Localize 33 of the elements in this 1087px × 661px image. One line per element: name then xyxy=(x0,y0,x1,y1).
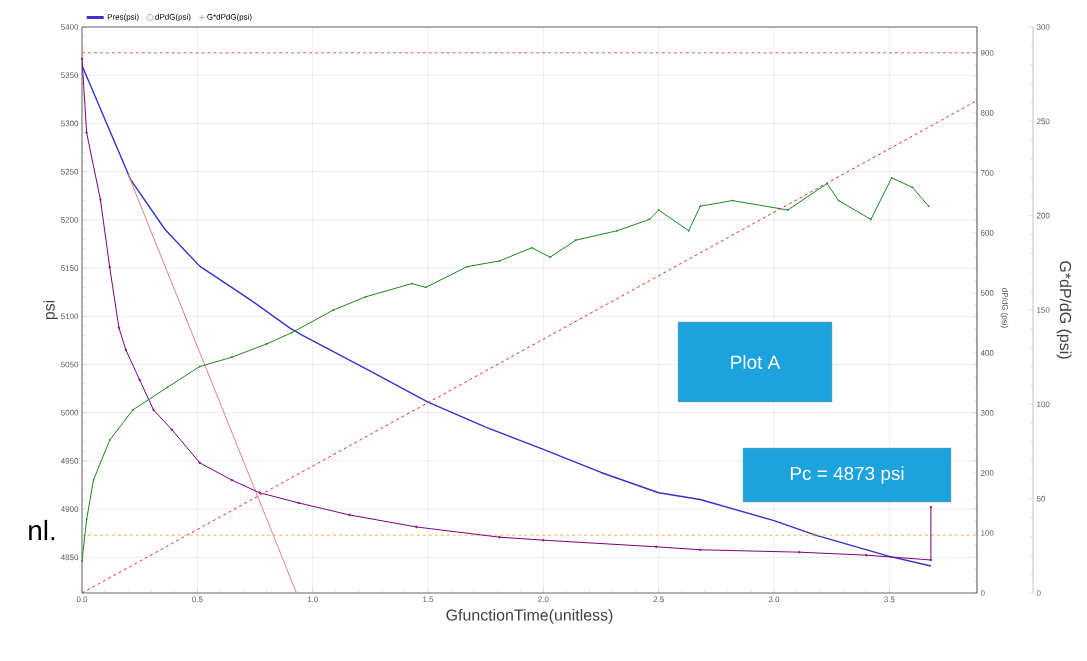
point xyxy=(415,525,418,529)
point xyxy=(117,326,121,329)
x-axis-title: GfunctionTime(unitless) xyxy=(446,609,613,624)
point xyxy=(548,255,552,259)
point xyxy=(131,408,135,412)
point xyxy=(138,378,141,382)
point xyxy=(498,535,501,539)
annotation: Pc = 4873 psi xyxy=(790,466,904,484)
annotation: Plot A xyxy=(731,355,781,369)
y3-axis-title: G*dP/dG (psi) xyxy=(1056,261,1072,359)
point xyxy=(99,198,102,202)
y-axis-title: psi xyxy=(43,300,58,320)
point xyxy=(108,265,111,269)
point xyxy=(655,545,658,549)
point xyxy=(615,229,619,233)
text: nl. xyxy=(29,519,55,541)
point xyxy=(530,246,534,250)
point xyxy=(198,461,201,465)
point xyxy=(80,559,84,563)
point xyxy=(80,57,84,61)
point xyxy=(230,355,234,359)
point xyxy=(258,491,261,495)
point xyxy=(864,553,868,557)
point xyxy=(85,131,88,134)
point xyxy=(170,428,174,432)
point xyxy=(786,208,790,212)
point xyxy=(698,204,702,208)
point xyxy=(542,538,545,542)
point xyxy=(152,408,155,412)
point xyxy=(348,513,351,517)
point xyxy=(364,295,368,299)
point xyxy=(698,548,702,552)
point xyxy=(798,550,801,554)
